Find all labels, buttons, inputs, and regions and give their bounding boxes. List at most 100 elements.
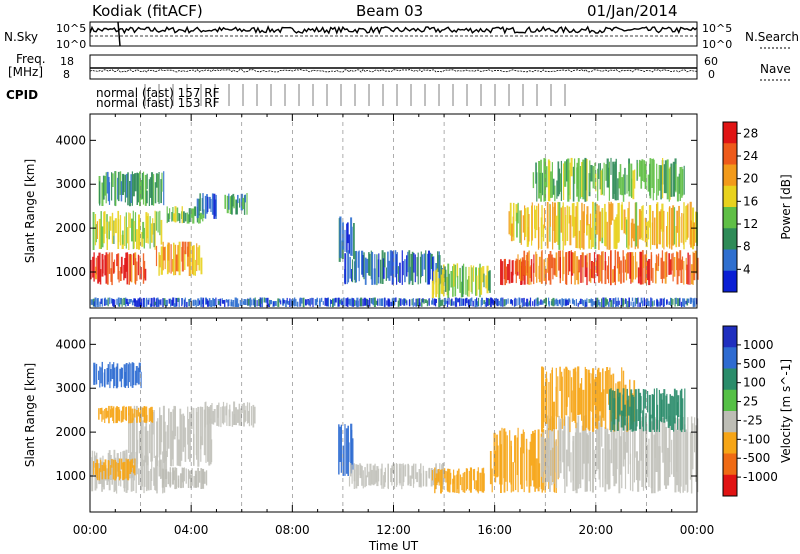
scatter-cell <box>644 389 647 409</box>
scatter-cell <box>172 207 174 221</box>
scatter-cell <box>579 383 582 415</box>
scatter-cell <box>200 406 202 450</box>
scatter-cell <box>351 269 353 282</box>
scatter-cell <box>202 469 204 484</box>
scatter-cell <box>111 172 113 201</box>
scatter-cell <box>582 211 585 250</box>
scatter-cell <box>93 252 95 282</box>
scatter-cell <box>245 405 247 421</box>
scatter-cell <box>624 298 627 304</box>
scatter-cell <box>435 270 438 298</box>
scatter-cell <box>633 223 635 242</box>
scatter-cell <box>589 431 591 492</box>
scatter-cell <box>415 298 417 307</box>
colorbar-swatch <box>723 185 737 208</box>
scatter-cell <box>163 450 166 493</box>
scatter-cell <box>637 388 640 421</box>
scatter-cell <box>566 252 568 285</box>
scatter-cell <box>346 223 348 253</box>
scatter-cell <box>685 429 688 485</box>
scatter-cell <box>679 297 681 306</box>
colorbar-tick-label: 8 <box>743 240 751 254</box>
scatter-cell <box>485 297 488 307</box>
colorbar-tick-label: 25 <box>743 395 758 409</box>
scatter-cell <box>348 476 351 487</box>
scatter-cell <box>243 195 246 215</box>
scatter-cell <box>98 468 101 481</box>
scatter-cell <box>183 299 186 308</box>
scatter-cell <box>471 297 473 302</box>
scatter-cell <box>365 475 367 487</box>
scatter-cell <box>105 252 108 284</box>
scatter-cell <box>158 299 160 307</box>
scatter-cell <box>478 267 481 290</box>
scatter-cell <box>129 408 132 466</box>
scatter-cell <box>381 250 384 284</box>
scatter-cell <box>674 417 677 493</box>
scatter-cell <box>598 163 600 179</box>
scatter-cell <box>169 467 171 488</box>
scatter-cell <box>641 159 644 181</box>
scatter-cell <box>460 281 463 298</box>
nsearch-tick-top: 10^5 <box>702 22 733 35</box>
scatter-cell <box>114 218 117 234</box>
scatter-cell <box>135 452 137 494</box>
scatter-cell <box>280 300 282 305</box>
scatter-cell <box>624 167 626 195</box>
scatter-cell <box>131 171 133 206</box>
scatter-cell <box>101 361 103 387</box>
scatter-cell <box>112 299 115 307</box>
scatter-cell <box>189 298 192 302</box>
scatter-cell <box>112 173 114 187</box>
scatter-cell <box>626 388 628 431</box>
scatter-cell <box>491 468 493 493</box>
scatter-cell <box>98 408 100 420</box>
scatter-cell <box>512 260 514 276</box>
scatter-cell <box>568 369 570 398</box>
scatter-cell <box>146 173 148 190</box>
scatter-cell <box>433 256 435 285</box>
scatter-cell <box>625 298 627 307</box>
scatter-cell <box>356 464 359 487</box>
scatter-cell <box>463 471 466 493</box>
scatter-cell <box>360 297 363 307</box>
scatter-cell <box>359 464 362 479</box>
scatter-cell <box>608 389 611 410</box>
scatter-cell <box>419 256 422 284</box>
scatter-cell <box>592 201 594 248</box>
y-axis-label: Slant Range [km] <box>23 159 37 263</box>
scatter-cell <box>293 299 296 307</box>
scatter-cell <box>589 160 591 192</box>
scatter-cell <box>149 216 151 249</box>
scatter-cell <box>501 427 503 485</box>
scatter-cell <box>572 166 575 202</box>
scatter-cell <box>554 299 556 306</box>
scatter-cell <box>569 370 571 433</box>
scatter-cell <box>97 298 99 307</box>
scatter-cell <box>137 298 140 307</box>
scatter-cell <box>533 433 536 487</box>
scatter-cell <box>111 458 113 485</box>
scatter-cell <box>105 172 107 204</box>
scatter-cell <box>689 254 691 285</box>
scatter-cell <box>347 222 349 244</box>
scatter-cell <box>373 297 376 307</box>
scatter-cell <box>669 166 671 200</box>
scatter-cell <box>565 215 567 245</box>
scatter-cell <box>138 219 141 245</box>
scatter-cell <box>436 268 438 295</box>
scatter-cell <box>568 251 571 272</box>
scatter-cell <box>598 422 601 480</box>
scatter-cell <box>159 255 161 268</box>
scatter-cell <box>545 166 548 188</box>
colorbar-tick-label: 28 <box>743 126 758 140</box>
scatter-cell <box>334 297 337 303</box>
scatter-cell <box>117 407 120 421</box>
scatter-cell <box>684 424 686 491</box>
scatter-cell <box>590 227 592 249</box>
scatter-cell <box>406 255 408 277</box>
scatter-cell <box>618 392 621 415</box>
scatter-cell <box>465 297 468 304</box>
scatter-cell <box>579 432 582 489</box>
